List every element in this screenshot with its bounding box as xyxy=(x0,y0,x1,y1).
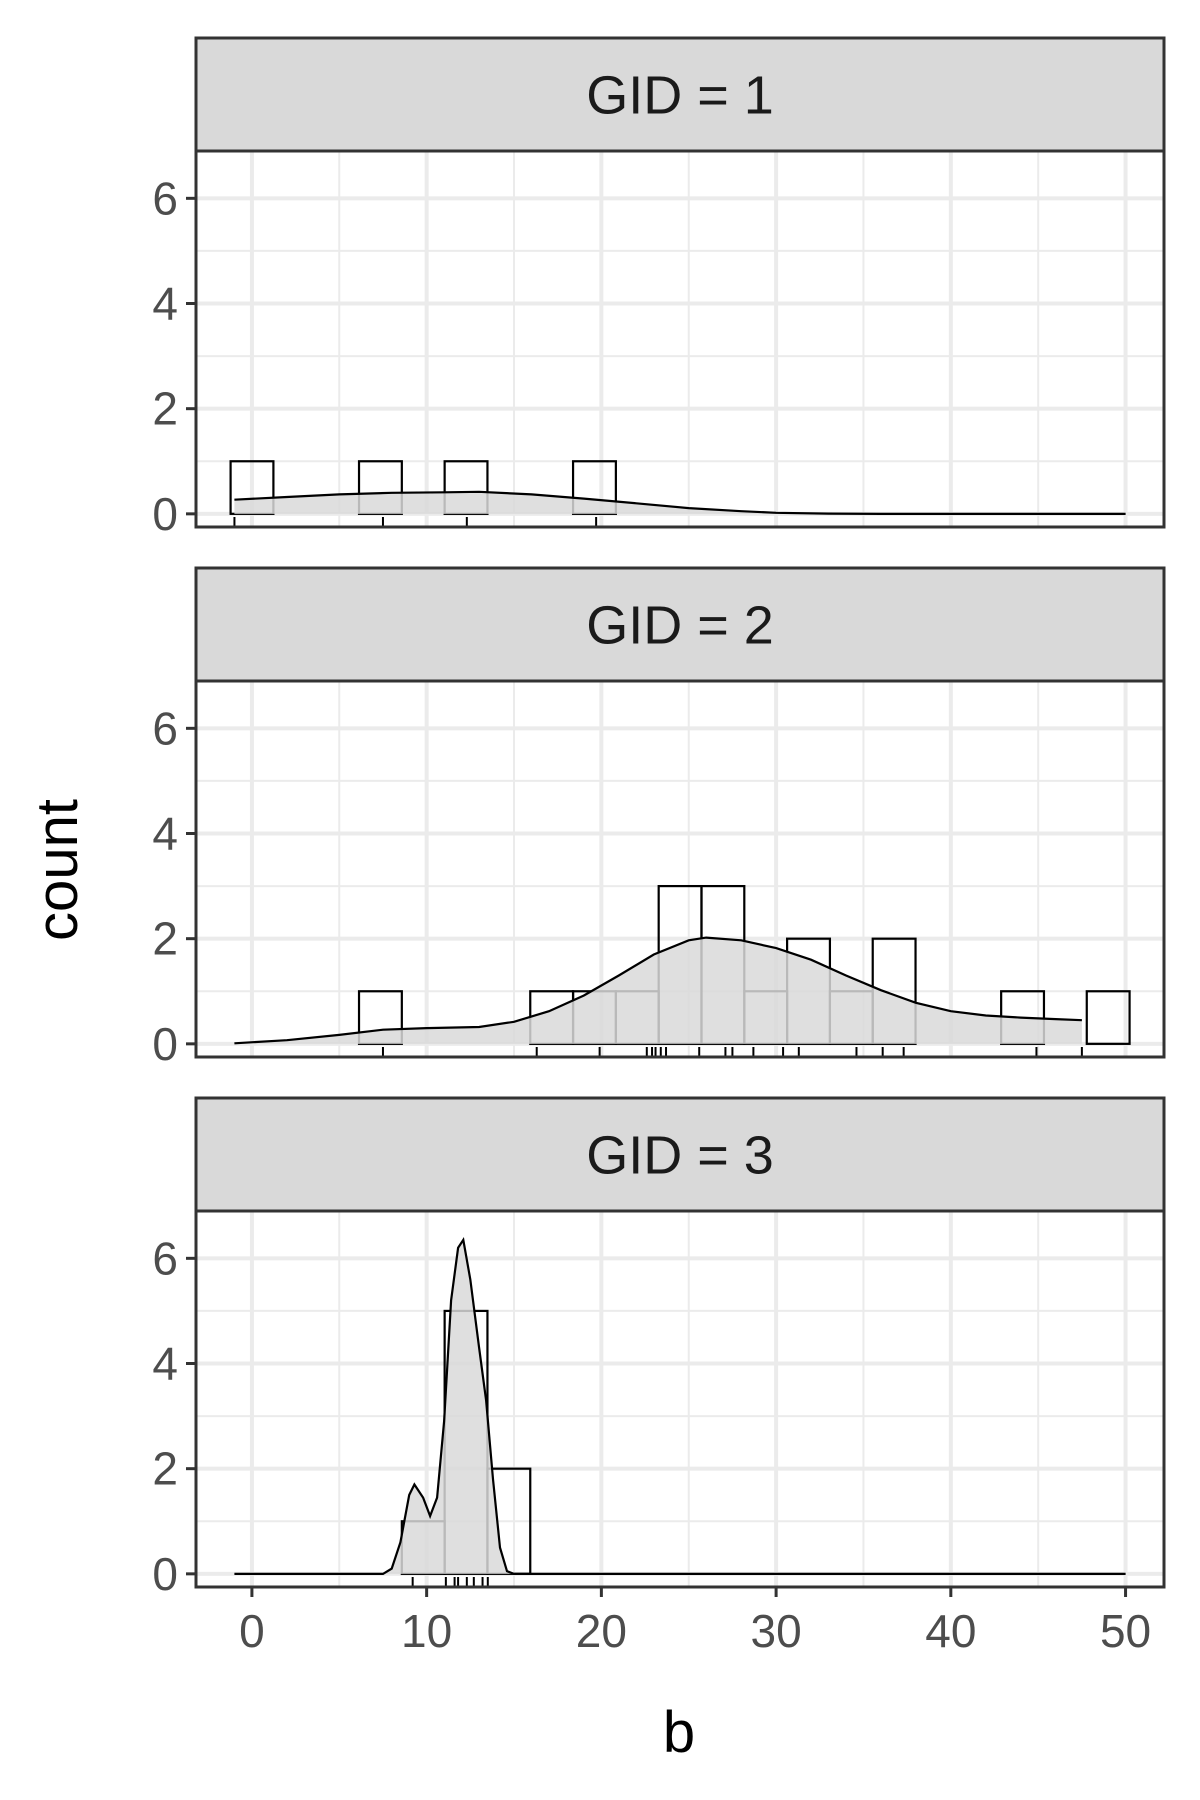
panel-background xyxy=(196,1211,1164,1587)
x-tick-label: 0 xyxy=(239,1605,265,1657)
density-line xyxy=(234,936,1082,1045)
facet-strip xyxy=(194,1096,1166,1213)
y-tick-label: 4 xyxy=(152,808,178,860)
facet-panel-3: GID = 3 0 2 4 6 xyxy=(152,1096,1166,1600)
panel-border xyxy=(194,679,1166,1059)
panel-border xyxy=(194,149,1166,529)
y-tick-label: 6 xyxy=(152,172,178,224)
x-tick-label: 10 xyxy=(401,1605,452,1657)
x-tick-label: 30 xyxy=(751,1605,802,1657)
density-line xyxy=(234,1236,1126,1575)
density-line xyxy=(234,490,1126,515)
y-tick-label: 6 xyxy=(152,702,178,754)
y-tick-label: 0 xyxy=(152,488,178,540)
facet-panels: GID = 1 0 2 4 6 GID = 2 0 2 4 6 GID = 3 0 2 4 6 xyxy=(152,36,1166,1600)
facet-strip xyxy=(194,36,1166,153)
panel-border xyxy=(194,1209,1166,1589)
y-tick-label: 4 xyxy=(152,278,178,330)
density-area xyxy=(234,1239,1126,1574)
histogram-bar xyxy=(1085,990,1131,1045)
x-axis-title: b xyxy=(663,1700,695,1765)
y-tick-label: 2 xyxy=(152,383,178,435)
y-axis-title: count xyxy=(25,799,90,941)
facet-panel-1: GID = 1 0 2 4 6 xyxy=(152,36,1166,540)
density-area xyxy=(234,937,1082,1044)
facet-strip-label: GID = 3 xyxy=(586,1126,774,1186)
density-area xyxy=(234,491,1126,514)
y-tick-label: 6 xyxy=(152,1232,178,1284)
x-tick-label: 40 xyxy=(925,1605,976,1657)
x-tick-label: 50 xyxy=(1100,1605,1151,1657)
y-tick-label: 2 xyxy=(152,1443,178,1495)
y-tick-label: 2 xyxy=(152,913,178,965)
panel-background xyxy=(196,151,1164,527)
x-tick-label: 20 xyxy=(576,1605,627,1657)
facet-panel-2: GID = 2 0 2 4 6 xyxy=(152,566,1166,1070)
y-tick-label: 0 xyxy=(152,1548,178,1600)
y-tick-label: 4 xyxy=(152,1338,178,1390)
x-axis: 0 10 20 30 40 50 xyxy=(239,1587,1151,1657)
facet-strip-label: GID = 1 xyxy=(586,66,774,126)
y-tick-label: 0 xyxy=(152,1018,178,1070)
facet-strip-label: GID = 2 xyxy=(586,596,774,656)
